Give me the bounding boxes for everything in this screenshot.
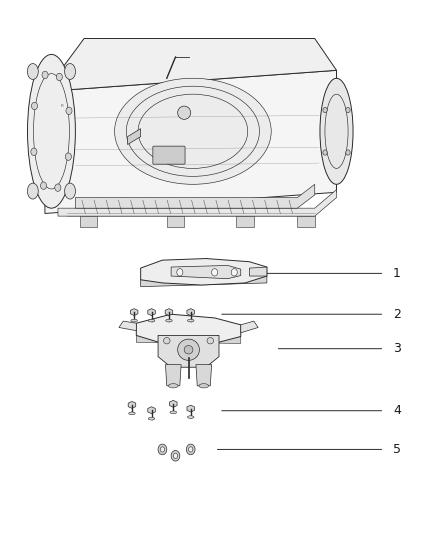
Polygon shape: [196, 365, 212, 386]
Circle shape: [55, 184, 61, 191]
Circle shape: [212, 269, 218, 276]
Circle shape: [346, 150, 350, 155]
Circle shape: [323, 150, 327, 155]
Ellipse shape: [170, 411, 177, 414]
Ellipse shape: [166, 319, 172, 322]
Ellipse shape: [207, 337, 214, 344]
Polygon shape: [136, 314, 241, 346]
Polygon shape: [148, 407, 155, 414]
FancyBboxPatch shape: [153, 146, 185, 164]
Polygon shape: [170, 400, 177, 407]
Circle shape: [65, 153, 71, 160]
Polygon shape: [127, 128, 141, 144]
Ellipse shape: [187, 319, 194, 322]
Polygon shape: [187, 309, 194, 316]
Text: 3: 3: [393, 342, 401, 355]
Ellipse shape: [163, 337, 170, 344]
Polygon shape: [58, 190, 336, 216]
Polygon shape: [119, 321, 136, 330]
Polygon shape: [128, 401, 136, 408]
Circle shape: [32, 102, 38, 110]
Ellipse shape: [129, 412, 135, 415]
Text: 4: 4: [393, 404, 401, 417]
Polygon shape: [131, 309, 138, 316]
Polygon shape: [75, 184, 315, 208]
Circle shape: [40, 182, 46, 189]
Ellipse shape: [28, 54, 75, 208]
Ellipse shape: [169, 384, 178, 388]
Circle shape: [160, 447, 165, 452]
Polygon shape: [136, 335, 241, 343]
Ellipse shape: [178, 106, 191, 119]
Ellipse shape: [320, 78, 353, 184]
Ellipse shape: [65, 63, 75, 79]
Circle shape: [42, 71, 48, 79]
Circle shape: [346, 108, 350, 113]
Ellipse shape: [184, 345, 193, 354]
Ellipse shape: [28, 63, 38, 79]
Circle shape: [177, 269, 183, 276]
Ellipse shape: [28, 183, 38, 199]
Circle shape: [188, 447, 193, 452]
Circle shape: [171, 450, 180, 461]
Polygon shape: [171, 265, 241, 279]
Polygon shape: [166, 365, 181, 386]
Circle shape: [186, 444, 195, 455]
Circle shape: [57, 73, 62, 80]
Polygon shape: [148, 309, 155, 316]
Circle shape: [231, 269, 237, 276]
Polygon shape: [167, 216, 184, 227]
Ellipse shape: [148, 319, 155, 322]
Polygon shape: [45, 38, 336, 92]
Polygon shape: [158, 335, 219, 367]
Circle shape: [323, 108, 327, 113]
Polygon shape: [141, 276, 267, 287]
Polygon shape: [241, 321, 258, 333]
Polygon shape: [237, 216, 254, 227]
Ellipse shape: [148, 417, 155, 420]
Polygon shape: [80, 216, 97, 227]
Ellipse shape: [131, 319, 138, 322]
Ellipse shape: [115, 78, 271, 184]
Circle shape: [173, 453, 178, 458]
Ellipse shape: [65, 183, 75, 199]
Circle shape: [31, 148, 37, 156]
Polygon shape: [250, 267, 267, 276]
Text: 1: 1: [393, 267, 401, 280]
Circle shape: [158, 444, 167, 455]
Ellipse shape: [199, 384, 208, 388]
Polygon shape: [165, 309, 173, 316]
Polygon shape: [141, 259, 267, 285]
Text: 5: 5: [393, 443, 401, 456]
Ellipse shape: [178, 339, 199, 360]
Polygon shape: [45, 70, 336, 214]
Circle shape: [66, 107, 72, 115]
Ellipse shape: [187, 416, 194, 418]
Polygon shape: [187, 405, 194, 412]
Text: 2: 2: [393, 308, 401, 321]
Polygon shape: [297, 216, 315, 227]
Text: R: R: [60, 104, 63, 108]
